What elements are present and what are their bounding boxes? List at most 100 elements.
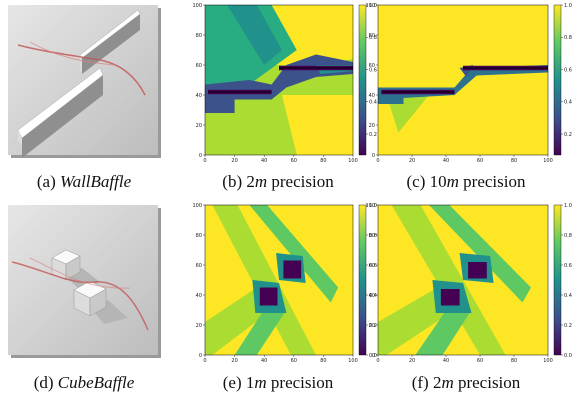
- caption-rest: precision: [271, 172, 334, 191]
- caption-rest: precision: [463, 172, 526, 191]
- x-tick-label: 0: [203, 358, 206, 364]
- caption-tag: (d): [34, 373, 54, 392]
- figure: (a) WallBaffle(b) 2m precision0204060801…: [0, 0, 579, 403]
- panel: (a) WallBaffle: [37, 172, 132, 191]
- x-tick-label: 100: [543, 358, 553, 364]
- x-tick-label: 60: [477, 158, 483, 164]
- y-tick-label: 40: [196, 293, 202, 299]
- x-tick-label: 60: [477, 358, 483, 364]
- colorbar-tick-label: 0.4: [369, 100, 377, 106]
- colorbar: [554, 5, 561, 155]
- y-tick-label: 40: [369, 93, 375, 99]
- colorbar: [554, 205, 561, 355]
- x-tick-label: 20: [409, 158, 415, 164]
- caption-name: CubeBaffle: [58, 373, 135, 392]
- caption-unit: m: [254, 373, 266, 392]
- heatmap: [205, 5, 353, 155]
- caption-unit: m: [255, 172, 267, 191]
- colorbar-tick-label: 0.4: [564, 293, 572, 299]
- wallbaffle-render: [8, 5, 161, 158]
- y-tick-label: 100: [365, 3, 375, 9]
- caption: (b) 2m precision: [222, 172, 334, 191]
- y-tick-label: 60: [196, 63, 202, 69]
- obstacle: [283, 261, 301, 279]
- x-tick-label: 0: [376, 358, 379, 364]
- x-tick-label: 40: [443, 358, 449, 364]
- y-tick-label: 100: [192, 3, 202, 9]
- x-tick-label: 80: [511, 358, 517, 364]
- y-tick-label: 80: [369, 233, 375, 239]
- colorbar: [359, 205, 366, 355]
- x-tick-label: 60: [291, 158, 297, 164]
- y-tick-label: 80: [369, 33, 375, 39]
- y-tick-label: 40: [369, 293, 375, 299]
- x-tick-label: 20: [409, 358, 415, 364]
- obstacle: [260, 288, 278, 306]
- colorbar-tick-label: 0.2: [564, 132, 572, 138]
- colorbar-tick-label: 0.6: [564, 67, 572, 73]
- caption: (e) 1m precision: [223, 373, 334, 392]
- x-tick-label: 20: [231, 158, 237, 164]
- y-tick-label: 0: [199, 353, 202, 359]
- y-tick-label: 80: [196, 233, 202, 239]
- colorbar-tick-label: 0.4: [564, 100, 572, 106]
- caption-value: 1: [246, 373, 255, 392]
- caption-value: 2: [433, 373, 442, 392]
- caption: (f) 2m precision: [412, 373, 521, 392]
- x-tick-label: 60: [291, 358, 297, 364]
- y-tick-label: 0: [372, 153, 375, 159]
- colorbar-tick-label: 0.8: [564, 35, 572, 41]
- y-tick-label: 80: [196, 33, 202, 39]
- caption-value: 10: [430, 172, 447, 191]
- x-tick-label: 100: [348, 358, 358, 364]
- y-tick-label: 60: [196, 263, 202, 269]
- obstacle: [468, 262, 487, 279]
- x-tick-label: 0: [203, 158, 206, 164]
- colorbar-tick-label: 1.0: [564, 3, 572, 9]
- panel: (d) CubeBaffle: [34, 373, 135, 392]
- y-tick-label: 100: [192, 203, 202, 209]
- caption-tag: (b): [222, 172, 242, 191]
- heatmap: [205, 205, 353, 355]
- x-tick-label: 40: [261, 358, 267, 364]
- colorbar-tick-label: 0.8: [564, 233, 572, 239]
- x-tick-label: 100: [348, 158, 358, 164]
- y-tick-label: 60: [369, 263, 375, 269]
- caption-name: WallBaffle: [60, 172, 132, 191]
- colorbar-tick-label: 1.0: [564, 203, 572, 209]
- colorbar-tick-label: 0.2: [564, 323, 572, 329]
- y-tick-label: 100: [365, 203, 375, 209]
- x-tick-label: 20: [231, 358, 237, 364]
- caption-tag: (f): [412, 373, 429, 392]
- colorbar-tick-label: 0.6: [564, 263, 572, 269]
- caption: (d) CubeBaffle: [34, 373, 135, 392]
- caption-tag: (a): [37, 172, 56, 191]
- caption: (a) WallBaffle: [37, 172, 132, 191]
- y-tick-label: 0: [199, 153, 202, 159]
- x-tick-label: 80: [320, 358, 326, 364]
- x-tick-label: 80: [511, 158, 517, 164]
- y-tick-label: 20: [196, 123, 202, 129]
- x-tick-label: 100: [543, 158, 553, 164]
- x-tick-label: 80: [320, 158, 326, 164]
- cubebaffle-render: [8, 205, 161, 358]
- x-tick-label: 0: [376, 158, 379, 164]
- y-tick-label: 0: [372, 353, 375, 359]
- heatmap: [378, 5, 548, 155]
- caption-rest: precision: [458, 373, 521, 392]
- caption: (c) 10m precision: [407, 172, 526, 191]
- y-tick-label: 60: [369, 63, 375, 69]
- y-tick-label: 40: [196, 93, 202, 99]
- caption-value: 2: [246, 172, 255, 191]
- x-tick-label: 40: [443, 158, 449, 164]
- caption-unit: m: [447, 172, 459, 191]
- colorbar-tick-label: 0.0: [564, 353, 572, 359]
- colorbar: [359, 5, 366, 155]
- caption-unit: m: [441, 373, 453, 392]
- y-tick-label: 20: [196, 323, 202, 329]
- caption-tag: (e): [223, 373, 242, 392]
